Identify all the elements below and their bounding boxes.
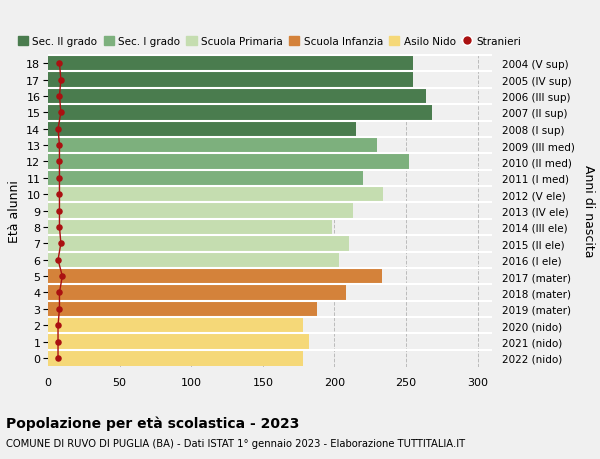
Point	[55, 306, 64, 313]
Point	[53, 354, 63, 362]
Point	[56, 109, 65, 117]
Point	[55, 61, 64, 68]
Bar	[48, 106, 432, 121]
Point	[58, 273, 67, 280]
Point	[53, 338, 63, 346]
Text: Popolazione per età scolastica - 2023: Popolazione per età scolastica - 2023	[6, 415, 299, 430]
Bar	[48, 220, 332, 235]
Point	[55, 158, 64, 166]
Bar	[48, 351, 303, 366]
Bar	[48, 318, 303, 333]
Bar	[48, 122, 356, 137]
Point	[56, 77, 65, 84]
Bar	[48, 285, 346, 300]
Bar	[48, 89, 426, 104]
Point	[53, 257, 63, 264]
Bar	[48, 269, 382, 284]
Bar	[48, 302, 317, 317]
Bar	[48, 171, 363, 186]
Bar	[48, 155, 409, 170]
Point	[53, 322, 63, 329]
Point	[55, 224, 64, 231]
Point	[55, 175, 64, 182]
Bar	[48, 187, 383, 202]
Y-axis label: Età alunni: Età alunni	[8, 180, 20, 242]
Bar	[48, 56, 413, 72]
Point	[55, 191, 64, 198]
Point	[55, 207, 64, 215]
Text: COMUNE DI RUVO DI PUGLIA (BA) - Dati ISTAT 1° gennaio 2023 - Elaborazione TUTTIT: COMUNE DI RUVO DI PUGLIA (BA) - Dati IST…	[6, 438, 465, 448]
Legend: Sec. II grado, Sec. I grado, Scuola Primaria, Scuola Infanzia, Asilo Nido, Stran: Sec. II grado, Sec. I grado, Scuola Prim…	[17, 37, 521, 47]
Y-axis label: Anni di nascita: Anni di nascita	[582, 165, 595, 257]
Bar	[48, 73, 413, 88]
Bar	[48, 236, 349, 252]
Point	[53, 126, 63, 133]
Point	[55, 142, 64, 150]
Point	[55, 93, 64, 101]
Bar	[48, 252, 339, 268]
Bar	[48, 204, 353, 218]
Bar	[48, 334, 308, 349]
Point	[55, 289, 64, 297]
Point	[56, 240, 65, 247]
Bar	[48, 138, 377, 153]
